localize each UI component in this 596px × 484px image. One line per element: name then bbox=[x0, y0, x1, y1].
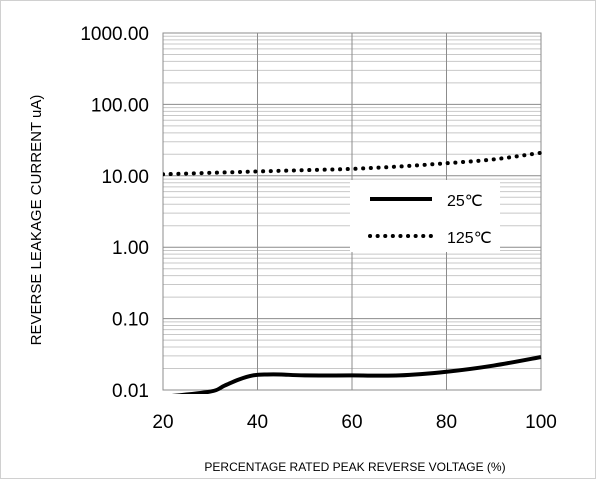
series-line-25c bbox=[171, 355, 542, 394]
y-tick-label: 1.00 bbox=[112, 238, 149, 259]
legend-label-125c: 125℃ bbox=[447, 230, 492, 247]
major-gridlines bbox=[162, 32, 542, 391]
series-layer bbox=[163, 150, 543, 394]
y-tick-label: 0.01 bbox=[112, 381, 149, 402]
plot-frame bbox=[162, 32, 542, 391]
y-tick-label: 100.00 bbox=[91, 95, 149, 116]
x-tick-label: 80 bbox=[436, 412, 457, 433]
x-tick-labels: 20 40 60 80 100 bbox=[152, 412, 556, 433]
legend-label-25c: 25℃ bbox=[447, 193, 483, 210]
y-tick-label: 1000.00 bbox=[80, 24, 149, 45]
y-tick-label: 0.10 bbox=[112, 310, 149, 331]
y-axis-label: REVERSE LEAKAGE CURRENT uA) bbox=[28, 95, 45, 346]
x-tick-label: 100 bbox=[525, 412, 557, 433]
legend-box bbox=[350, 180, 500, 252]
x-axis-label: PERCENTAGE RATED PEAK REVERSE VOLTAGE (%… bbox=[204, 460, 505, 474]
legend: 25℃ 125℃ bbox=[350, 180, 500, 252]
series-line-125c bbox=[163, 150, 543, 177]
x-tick-label: 40 bbox=[247, 412, 268, 433]
y-tick-labels: 0.01 0.10 1.00 10.00 100.00 1000.00 bbox=[80, 24, 149, 402]
x-tick-label: 20 bbox=[152, 412, 173, 433]
y-tick-label: 10.00 bbox=[101, 167, 149, 188]
x-tick-label: 60 bbox=[341, 412, 362, 433]
